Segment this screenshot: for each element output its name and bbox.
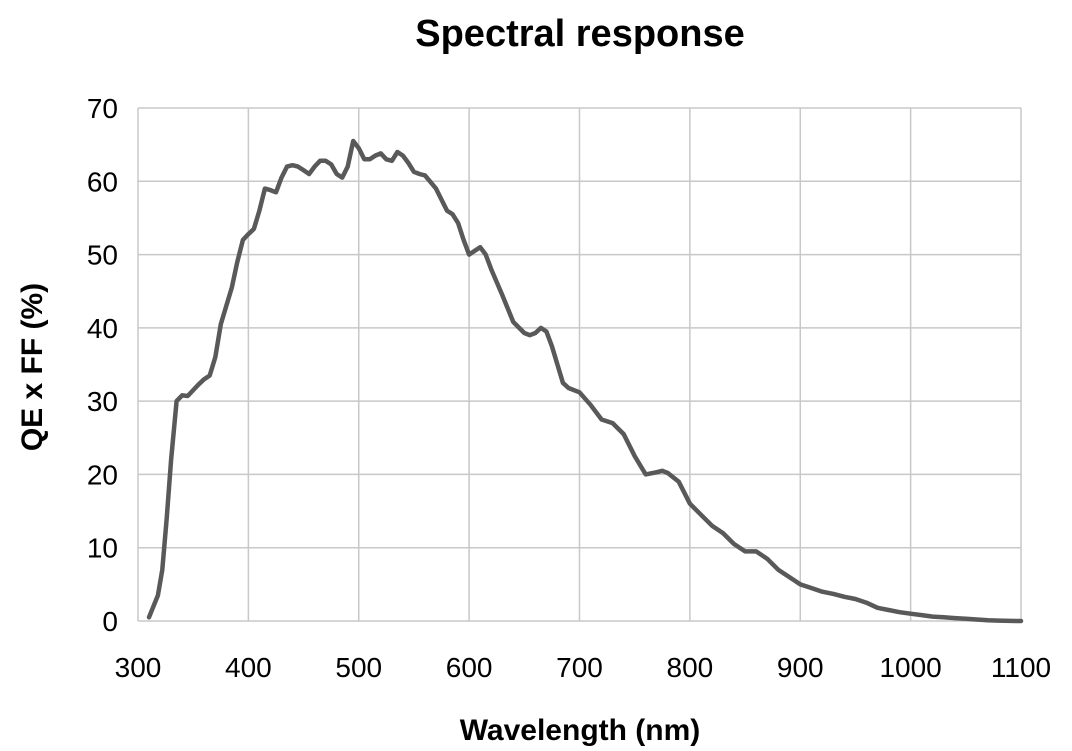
x-tick-label: 1100 — [991, 652, 1051, 683]
chart-title: Spectral response — [415, 13, 744, 55]
y-tick-label: 10 — [87, 533, 118, 564]
y-tick-label: 20 — [87, 459, 118, 490]
x-tick-label: 600 — [446, 652, 493, 683]
x-tick-label: 1000 — [879, 652, 941, 683]
y-tick-label: 60 — [87, 166, 118, 197]
x-tick-label: 700 — [556, 652, 603, 683]
y-tick-label: 30 — [87, 386, 118, 417]
y-axis-ticks: 0 10 20 30 40 50 60 70 — [87, 93, 118, 637]
x-tick-label: 800 — [667, 652, 714, 683]
series-line — [146, 138, 1024, 624]
x-tick-label: 500 — [335, 652, 382, 683]
y-tick-label: 50 — [87, 240, 118, 271]
y-tick-label: 0 — [102, 606, 118, 637]
y-tick-label: 40 — [87, 313, 118, 344]
x-tick-label: 900 — [777, 652, 824, 683]
x-axis-label: Wavelength (nm) — [460, 714, 701, 747]
series-group — [146, 138, 1024, 624]
y-tick-label: 70 — [87, 93, 118, 124]
x-tick-label: 400 — [225, 652, 272, 683]
x-axis-ticks: 300 400 500 600 700 800 900 1000 1100 — [115, 652, 1051, 683]
grid — [137, 107, 1022, 622]
x-tick-label: 300 — [115, 652, 162, 683]
y-axis-label: QE x FF (%) — [16, 283, 49, 451]
